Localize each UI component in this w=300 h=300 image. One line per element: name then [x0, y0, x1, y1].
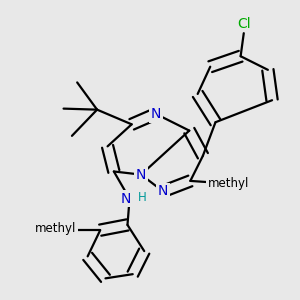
Text: H: H — [138, 190, 146, 204]
Text: N: N — [158, 184, 168, 198]
Text: N: N — [151, 107, 161, 121]
Text: methyl: methyl — [35, 222, 76, 235]
Text: N: N — [136, 168, 146, 182]
Text: N: N — [120, 192, 131, 206]
Text: methyl: methyl — [208, 176, 249, 190]
Text: Cl: Cl — [237, 17, 250, 31]
